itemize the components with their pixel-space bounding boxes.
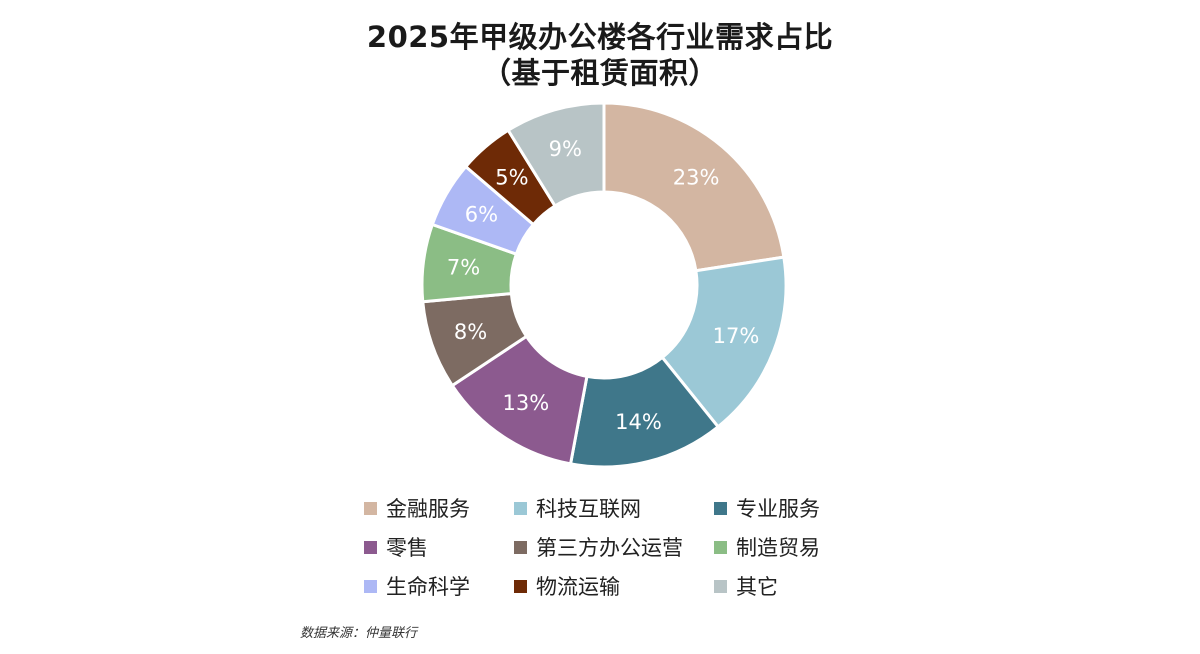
legend-item: 专业服务 xyxy=(714,492,820,524)
legend-label: 物流运输 xyxy=(536,575,620,599)
legend-item: 第三方办公运营 xyxy=(514,531,683,563)
legend-item: 其它 xyxy=(714,570,778,602)
donut-slice-1 xyxy=(602,101,786,273)
legend-item: 零售 xyxy=(364,531,428,563)
data-source-note: 数据来源：仲量联行 xyxy=(300,626,418,641)
legend-swatch xyxy=(714,579,727,593)
legend-swatch xyxy=(514,579,527,593)
legend-swatch xyxy=(714,540,727,554)
legend-item: 金融服务 xyxy=(364,492,470,524)
slice-value-label: 17% xyxy=(713,324,760,348)
legend-item: 物流运输 xyxy=(514,570,620,602)
donut-slice-9 xyxy=(506,101,606,208)
legend-label: 生命科学 xyxy=(386,575,470,599)
chart-subtitle: （基于租赁面积） xyxy=(481,56,718,90)
legend-swatch xyxy=(364,501,377,515)
slice-value-label: 23% xyxy=(673,166,720,190)
legend-label: 金融服务 xyxy=(386,497,470,521)
slice-value-label: 5% xyxy=(495,166,528,190)
slice-value-label: 9% xyxy=(549,137,582,161)
legend-label: 零售 xyxy=(386,536,428,560)
legend-label: 专业服务 xyxy=(736,497,820,521)
legend-label: 其它 xyxy=(736,575,778,599)
legend-label: 科技互联网 xyxy=(536,497,641,521)
slice-value-label: 7% xyxy=(447,256,480,280)
legend-item: 制造贸易 xyxy=(714,531,820,563)
legend-swatch xyxy=(364,579,377,593)
slice-value-label: 8% xyxy=(454,320,487,344)
legend-swatch xyxy=(514,540,527,554)
legend-swatch xyxy=(714,501,727,515)
legend-item: 生命科学 xyxy=(364,570,470,602)
legend-item: 科技互联网 xyxy=(514,492,641,524)
chart-title: 2025年甲级办公楼各行业需求占比 xyxy=(366,20,834,54)
legend-swatch xyxy=(364,540,377,554)
legend-swatch xyxy=(514,501,527,515)
legend-label: 第三方办公运营 xyxy=(536,536,683,560)
slice-value-label: 14% xyxy=(615,410,662,434)
legend-label: 制造贸易 xyxy=(736,536,820,560)
slice-value-label: 6% xyxy=(465,202,498,226)
slice-value-label: 13% xyxy=(502,391,549,415)
